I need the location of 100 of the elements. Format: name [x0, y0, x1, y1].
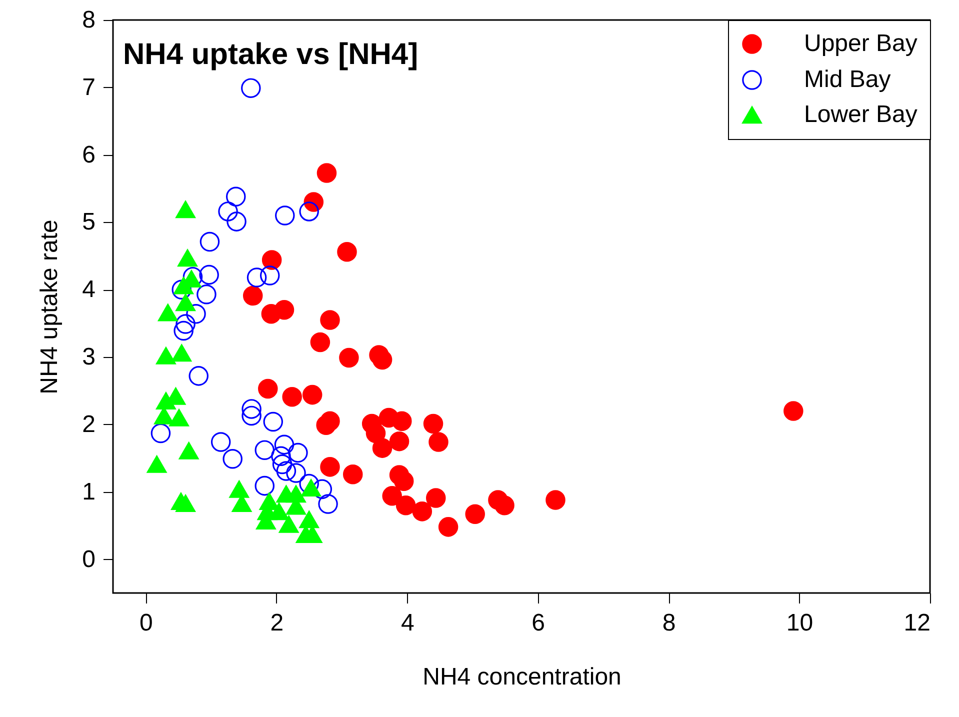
- point: [366, 423, 386, 444]
- point: [275, 206, 295, 226]
- point: [241, 78, 261, 98]
- point: [372, 350, 392, 370]
- y-tick-label: 5: [82, 208, 96, 236]
- point: [302, 384, 322, 405]
- point: [176, 200, 196, 218]
- point: [196, 284, 216, 304]
- point: [218, 202, 238, 222]
- point: [299, 474, 319, 494]
- y-tick-label: 6: [82, 141, 96, 168]
- point: [176, 294, 196, 312]
- point: [229, 480, 250, 498]
- point: [260, 266, 280, 286]
- point: [186, 304, 206, 324]
- x-tick-label: 4: [400, 610, 414, 636]
- point: [286, 463, 306, 483]
- point: [318, 494, 338, 514]
- y-axis-title: NH4 uptake rate: [36, 220, 64, 394]
- point: [200, 232, 220, 252]
- y-tick-label: 3: [82, 344, 96, 371]
- point: [494, 496, 514, 516]
- point: [282, 386, 302, 407]
- point: [263, 412, 284, 432]
- point: [242, 399, 262, 419]
- point: [146, 456, 167, 473]
- point: [199, 264, 219, 285]
- point: [389, 431, 410, 452]
- legend-label: Mid Bay: [804, 66, 891, 93]
- point: [242, 286, 263, 306]
- point: [412, 502, 432, 522]
- point: [276, 461, 296, 481]
- point: [174, 320, 194, 341]
- point: [156, 347, 176, 364]
- point: [172, 280, 192, 300]
- legend-label: Lower Bay: [804, 101, 918, 128]
- point: [339, 348, 359, 368]
- point: [396, 496, 416, 516]
- x-tick-label: 0: [140, 610, 153, 636]
- point: [176, 494, 196, 512]
- point: [438, 517, 458, 537]
- point: [299, 510, 319, 528]
- point: [242, 406, 262, 426]
- point: [316, 415, 336, 436]
- text: NH4 uptake vs [NH4]: [123, 38, 418, 71]
- point: [392, 411, 412, 431]
- point: [546, 490, 566, 510]
- point: [288, 442, 308, 463]
- point: [320, 457, 340, 477]
- point: [426, 488, 446, 508]
- point: [150, 423, 171, 444]
- point: [176, 314, 196, 334]
- y-tick-label: 1: [82, 478, 96, 506]
- point: [226, 186, 246, 206]
- point: [178, 249, 198, 267]
- y-tick-label: 4: [82, 276, 96, 304]
- point: [301, 479, 321, 497]
- y-tick-label: 0: [82, 546, 96, 573]
- point: [342, 464, 363, 484]
- point: [337, 242, 357, 262]
- point: [382, 486, 402, 506]
- point: [158, 304, 178, 322]
- point: [278, 516, 299, 533]
- y-tick-label: 2: [82, 410, 96, 438]
- point: [226, 212, 246, 232]
- x-tick-label: 12: [904, 610, 930, 636]
- point: [310, 332, 330, 352]
- point: [174, 276, 194, 294]
- y-tick-label: 8: [82, 6, 96, 34]
- y-tick-label: 7: [82, 74, 96, 101]
- point: [172, 344, 192, 362]
- point: [269, 502, 289, 520]
- point: [262, 250, 282, 270]
- point: [271, 446, 291, 466]
- x-tick-label: 10: [786, 610, 814, 636]
- point: [465, 504, 485, 524]
- point: [272, 454, 292, 474]
- x-tick-label: 2: [270, 610, 284, 636]
- point: [274, 434, 294, 455]
- point: [316, 163, 337, 183]
- point: [178, 442, 199, 460]
- point: [423, 414, 444, 434]
- point: [258, 378, 278, 399]
- point: [274, 300, 294, 320]
- point: [428, 432, 448, 452]
- point: [299, 202, 319, 222]
- point: [210, 432, 231, 452]
- point: [254, 440, 275, 460]
- point: [254, 476, 275, 496]
- point: [372, 438, 392, 458]
- point: [320, 310, 340, 330]
- x-tick-label: 6: [532, 610, 546, 636]
- point: [246, 268, 267, 288]
- x-tick-label: 8: [662, 610, 676, 636]
- point: [169, 409, 189, 426]
- point: [188, 366, 209, 386]
- legend-label: Upper Bay: [804, 30, 918, 57]
- point: [312, 479, 332, 500]
- point: [784, 401, 804, 421]
- x-axis-title: NH4 concentration: [422, 664, 622, 690]
